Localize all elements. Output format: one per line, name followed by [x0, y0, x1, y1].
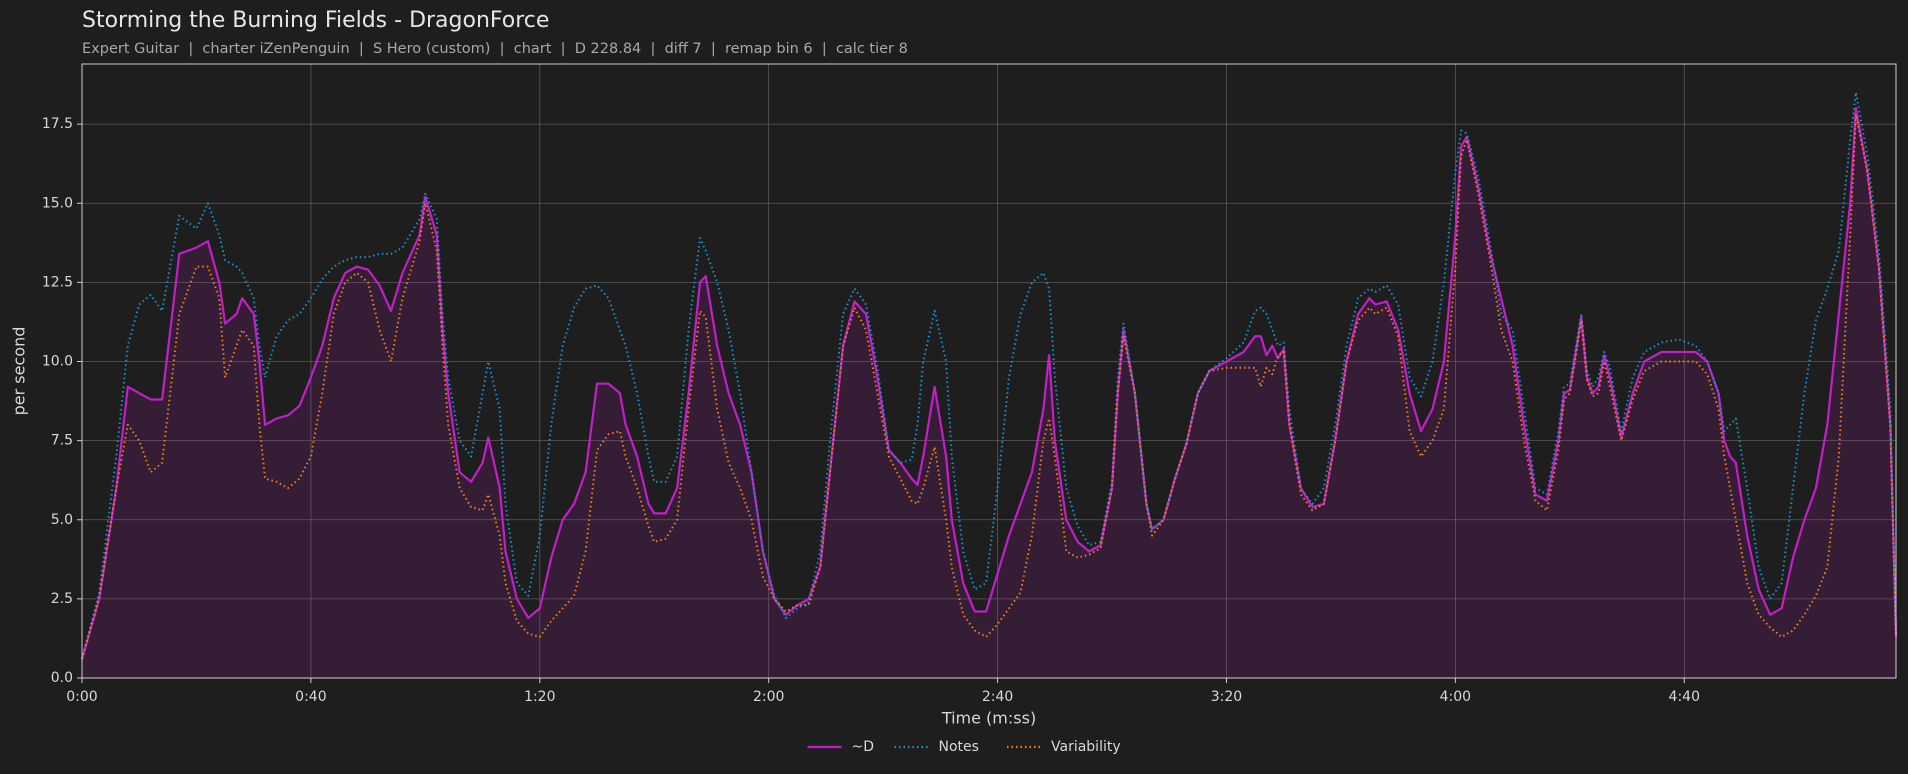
x-tick-label: 2:40 — [982, 689, 1013, 705]
chart-subtitle: Expert Guitar | charter iZenPenguin | S … — [82, 41, 908, 57]
y-tick-label: 7.5 — [51, 433, 73, 449]
x-tick-label: 1:20 — [524, 689, 555, 705]
plot-frame — [81, 63, 1897, 679]
y-tick-label: 17.5 — [42, 116, 73, 132]
area — [82, 108, 1896, 679]
x-axis-label: Time (m:ss) — [941, 709, 1036, 728]
x-tick-label: 4:40 — [1669, 689, 1700, 705]
x-tick-label: 3:20 — [1211, 689, 1242, 705]
legend-label: Variability — [1051, 739, 1121, 755]
line — [81, 91, 1897, 660]
y-tick-label: 5.0 — [51, 512, 73, 528]
y-tick-label: 12.5 — [42, 274, 73, 290]
y-tick-label: 2.5 — [51, 591, 73, 607]
chart-title: Storming the Burning Fields - DragonForc… — [82, 8, 549, 33]
legend-label: ~D — [852, 739, 875, 755]
legend-label: Notes — [939, 739, 979, 755]
x-tick-label: 2:00 — [753, 689, 784, 705]
y-axis-label: per second — [10, 327, 29, 416]
y-tick-label: 0.0 — [51, 670, 73, 686]
x-tick-label: 0:40 — [295, 689, 326, 705]
x-tick-label: 4:00 — [1440, 689, 1471, 705]
x-tick-label: 0:00 — [66, 689, 97, 705]
y-tick-label: 15.0 — [42, 195, 73, 211]
y-tick-label: 10.0 — [42, 354, 73, 370]
